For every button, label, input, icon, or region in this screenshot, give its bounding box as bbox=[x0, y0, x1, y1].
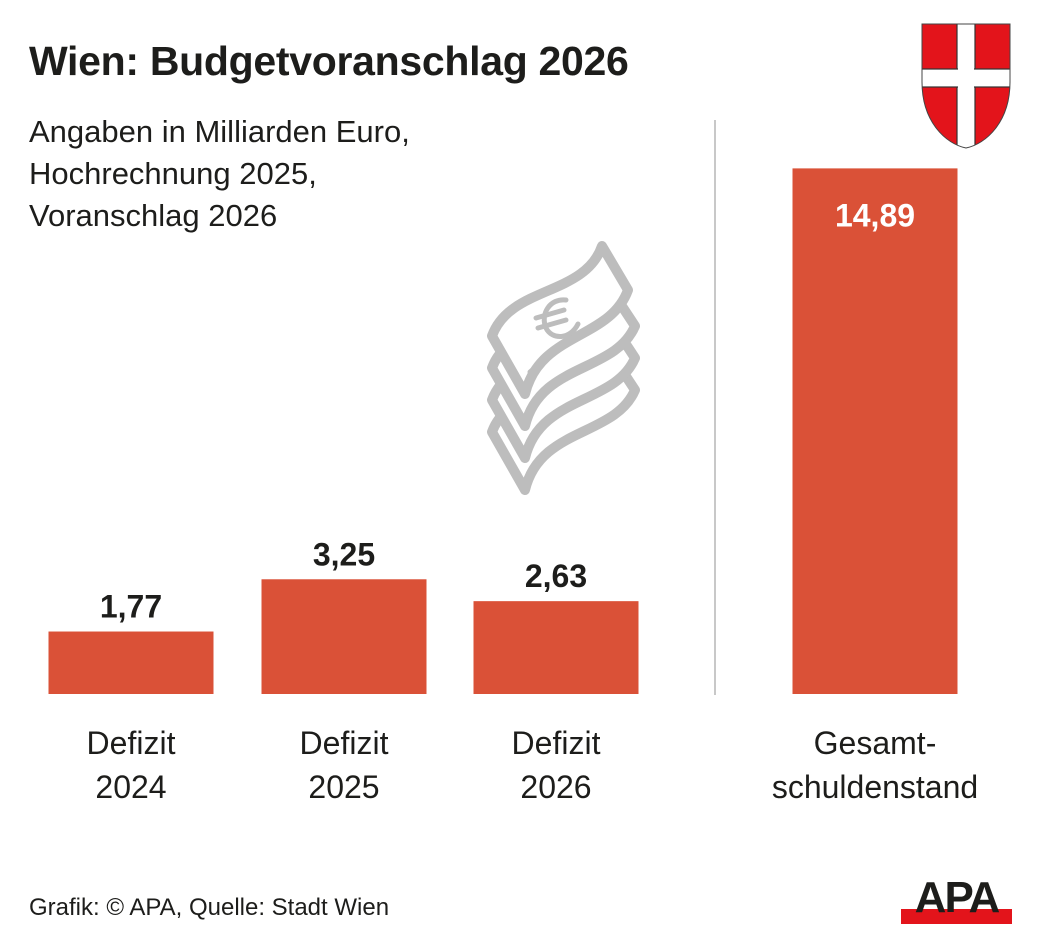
apa-logo-text: APA bbox=[915, 875, 1000, 922]
category-label: Defizit bbox=[87, 725, 176, 761]
subtitle-line: Voranschlag 2026 bbox=[29, 198, 278, 233]
category-label: Gesamt- bbox=[814, 725, 937, 761]
bar bbox=[48, 631, 214, 694]
value-label: 2,63 bbox=[525, 558, 587, 594]
value-label: 14,89 bbox=[835, 197, 915, 233]
vienna-coat-of-arms-icon bbox=[921, 23, 1011, 149]
source-credit: Grafik: © APA, Quelle: Stadt Wien bbox=[29, 894, 390, 921]
category-label: Defizit bbox=[300, 725, 389, 761]
section-divider bbox=[714, 120, 716, 695]
subtitle-line: Angaben in Milliarden Euro, bbox=[29, 114, 410, 149]
bar bbox=[261, 579, 427, 694]
euro-banknote-stack-icon bbox=[487, 241, 640, 495]
category-label: 2026 bbox=[520, 769, 591, 805]
category-label: 2025 bbox=[308, 769, 379, 805]
bar bbox=[792, 168, 958, 694]
bar bbox=[473, 601, 639, 694]
value-label: 3,25 bbox=[313, 536, 375, 572]
value-label: 1,77 bbox=[100, 589, 162, 625]
category-label: schuldenstand bbox=[772, 769, 978, 805]
chart-title: Wien: Budgetvoranschlag 2026 bbox=[29, 38, 629, 84]
chart-subtitle: Angaben in Milliarden Euro, Hochrechnung… bbox=[29, 111, 410, 237]
apa-logo: APA bbox=[901, 875, 1012, 924]
subtitle-line: Hochrechnung 2025, bbox=[29, 156, 317, 191]
category-label: Defizit bbox=[512, 725, 601, 761]
category-label: 2024 bbox=[95, 769, 166, 805]
